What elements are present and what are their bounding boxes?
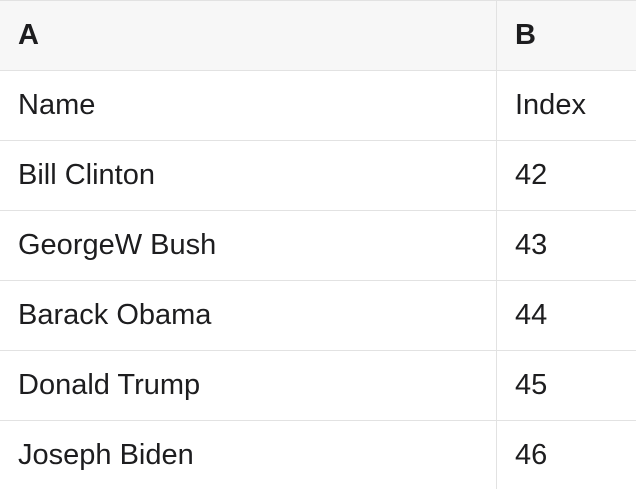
table-cell[interactable]: 44	[515, 299, 548, 331]
table-cell[interactable]: GeorgeW Bush	[0, 211, 497, 280]
table-row: Donald Trump 45	[0, 350, 636, 420]
table-header-row: A B	[0, 0, 636, 70]
table-cell[interactable]: Donald Trump	[0, 351, 497, 420]
table-cell[interactable]: 45	[515, 369, 548, 401]
table-cell[interactable]: Name	[0, 71, 497, 140]
table-row: Joseph Biden 46	[0, 420, 636, 489]
table-row: Barack Obama 44	[0, 280, 636, 350]
table-cell[interactable]: Bill Clinton	[0, 141, 497, 210]
table-row: Bill Clinton 42	[0, 140, 636, 210]
table-row: GeorgeW Bush 43	[0, 210, 636, 280]
column-header-b[interactable]: B	[515, 19, 536, 51]
table-cell[interactable]: Index	[515, 89, 586, 121]
table-cell[interactable]: 46	[515, 439, 548, 471]
table-cell[interactable]: Barack Obama	[0, 281, 497, 350]
table-cell[interactable]: 42	[515, 159, 548, 191]
table-cell[interactable]: 43	[515, 229, 548, 261]
table-cell[interactable]: Joseph Biden	[0, 421, 497, 489]
column-header-a[interactable]: A	[0, 1, 497, 70]
table-row: Name Index	[0, 70, 636, 140]
